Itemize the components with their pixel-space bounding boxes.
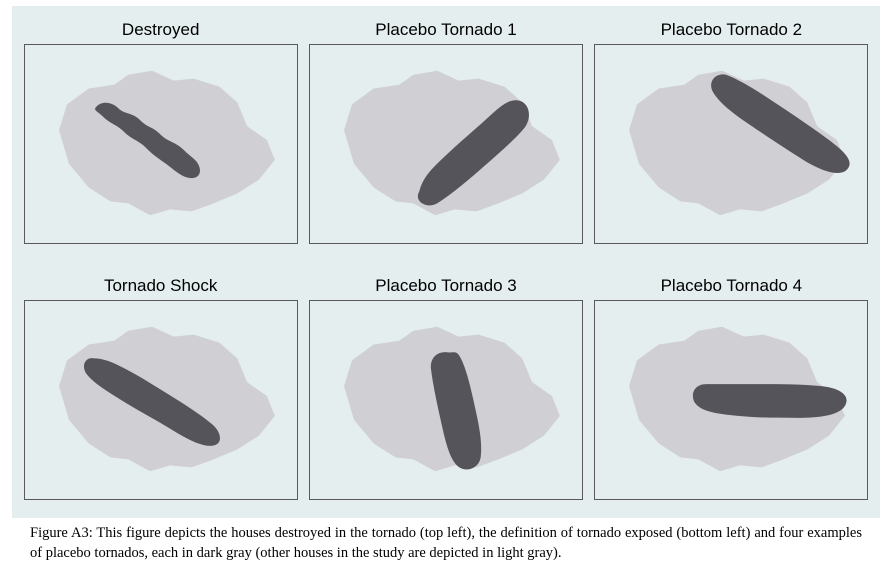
panel-title: Placebo Tornado 3 — [375, 276, 516, 296]
panel-cell-placebo1: Placebo Tornado 1 — [307, 20, 584, 244]
panel-cell-placebo3: Placebo Tornado 3 — [307, 276, 584, 500]
map-panel-placebo1 — [309, 44, 583, 244]
region-shape — [344, 71, 560, 216]
map-panel-placebo4 — [594, 300, 868, 500]
map-svg — [310, 45, 582, 243]
figure-container: Destroyed Placebo Tornado 1 — [0, 0, 892, 567]
map-panel-placebo3 — [309, 300, 583, 500]
map-svg — [25, 45, 297, 243]
panel-grid: Destroyed Placebo Tornado 1 — [12, 6, 880, 518]
map-panel-shock — [24, 300, 298, 500]
panel-row-1: Destroyed Placebo Tornado 1 — [22, 20, 870, 244]
panel-title: Placebo Tornado 4 — [661, 276, 802, 296]
panel-row-2: Tornado Shock Placebo Tornado 3 — [22, 276, 870, 500]
tornado-shape — [693, 384, 847, 418]
map-svg — [595, 301, 867, 499]
panel-title: Placebo Tornado 1 — [375, 20, 516, 40]
map-panel-destroyed — [24, 44, 298, 244]
panel-title: Tornado Shock — [104, 276, 217, 296]
map-panel-placebo2 — [594, 44, 868, 244]
panel-title: Destroyed — [122, 20, 199, 40]
panel-cell-shock: Tornado Shock — [22, 276, 299, 500]
map-svg — [310, 301, 582, 499]
panel-cell-destroyed: Destroyed — [22, 20, 299, 244]
map-svg — [25, 301, 297, 499]
figure-caption: Figure A3: This figure depicts the house… — [12, 518, 880, 563]
panel-cell-placebo2: Placebo Tornado 2 — [593, 20, 870, 244]
panel-title: Placebo Tornado 2 — [661, 20, 802, 40]
map-svg — [595, 45, 867, 243]
panel-cell-placebo4: Placebo Tornado 4 — [593, 276, 870, 500]
